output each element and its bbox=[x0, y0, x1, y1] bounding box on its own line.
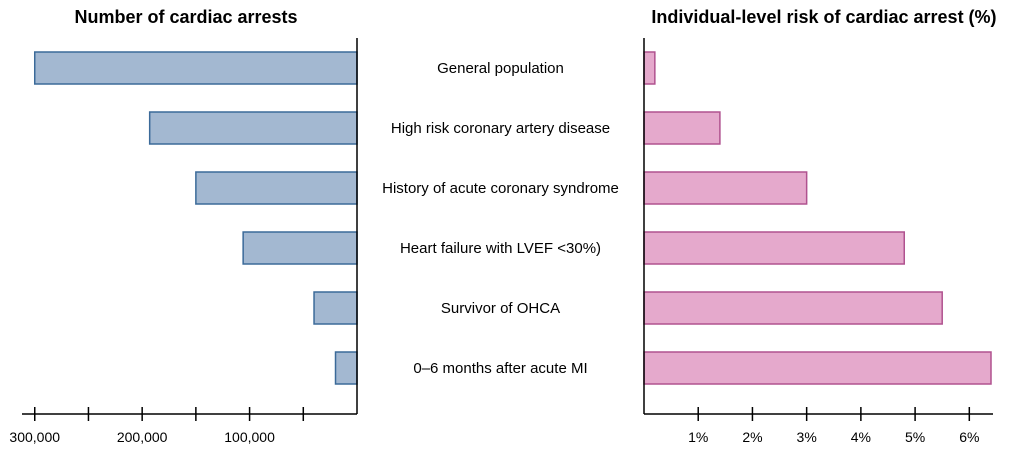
category-label-0: General population bbox=[437, 60, 564, 77]
right-bar-1 bbox=[643, 111, 721, 145]
right-bar-0 bbox=[643, 51, 656, 85]
right-bar-4 bbox=[643, 291, 943, 325]
left-bar-1 bbox=[148, 111, 358, 145]
right-tick-label-4: 5% bbox=[905, 429, 925, 445]
right-bar-5 bbox=[643, 351, 992, 385]
left-bars-group bbox=[33, 51, 358, 385]
category-labels-group: General population High risk coronary art… bbox=[382, 60, 619, 377]
left-chart-title: Number of cardiac arrests bbox=[74, 7, 297, 27]
left-bar-0 bbox=[33, 51, 358, 85]
left-bar-4 bbox=[313, 291, 358, 325]
left-bar-5 bbox=[334, 351, 358, 385]
category-label-5: 0–6 months after acute MI bbox=[413, 360, 587, 377]
right-chart-title: Individual-level risk of cardiac arrest … bbox=[651, 7, 996, 27]
category-label-1: High risk coronary artery disease bbox=[391, 120, 610, 137]
category-label-2: History of acute coronary syndrome bbox=[382, 180, 619, 197]
right-tick-label-1: 2% bbox=[742, 429, 762, 445]
left-tick-label-1: 200,000 bbox=[117, 429, 168, 445]
right-bar-3 bbox=[643, 231, 905, 265]
right-bar-2 bbox=[643, 171, 808, 205]
axes-group: 300,000 200,000 100,000 1% 2% 3% 4% 5% 6% bbox=[9, 38, 993, 445]
category-label-4: Survivor of OHCA bbox=[441, 300, 560, 317]
category-label-3: Heart failure with LVEF <30%) bbox=[400, 240, 601, 257]
left-bar-3 bbox=[242, 231, 358, 265]
right-bars-group bbox=[643, 51, 992, 385]
right-tick-label-2: 3% bbox=[797, 429, 817, 445]
left-tick-label-2: 100,000 bbox=[224, 429, 275, 445]
right-tick-label-3: 4% bbox=[851, 429, 871, 445]
left-bar-2 bbox=[195, 171, 358, 205]
right-tick-label-5: 6% bbox=[959, 429, 979, 445]
left-tick-label-0: 300,000 bbox=[9, 429, 60, 445]
right-tick-label-0: 1% bbox=[688, 429, 708, 445]
